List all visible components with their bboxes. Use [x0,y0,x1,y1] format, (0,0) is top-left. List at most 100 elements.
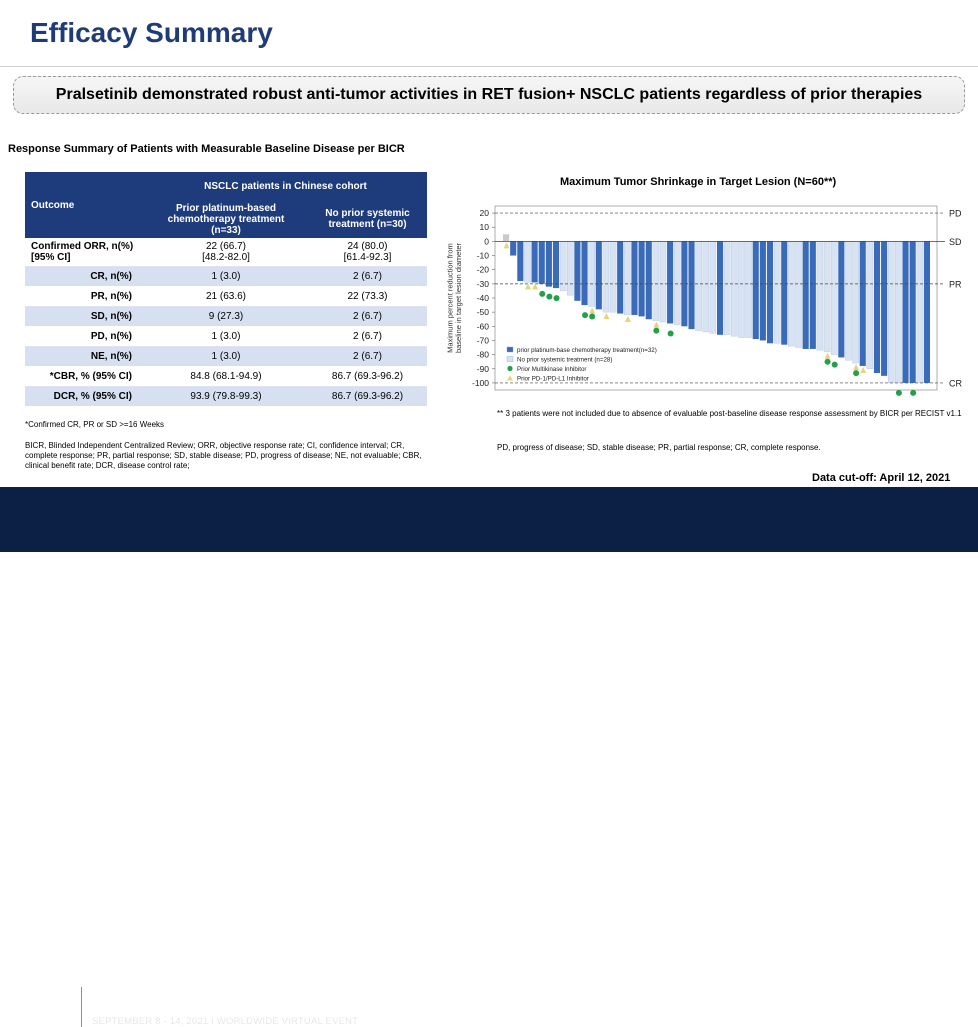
row-label: PD, n(%) [25,326,144,347]
cell-platinum: 1 (3.0) [144,266,308,287]
legend-swatch [507,375,513,381]
bar [845,241,852,361]
table-row: NE, n(%) 1 (3.0) 2 (6.7) [25,346,427,367]
reference-label-pd: PD [949,209,962,219]
waterfall-chart: Maximum percent reduction frombaseline i… [446,205,962,396]
y-tick-label: -90 [477,364,490,374]
key-message-banner: Pralsetinib demonstrated robust anti-tum… [13,76,965,114]
marker-pd1 [603,313,610,320]
y-tick-label: -30 [477,279,490,289]
bar [617,241,624,314]
bar [823,241,831,352]
marker-multikinase [895,389,902,396]
legend-swatch [506,346,514,353]
bar [552,241,560,289]
bar [838,241,845,358]
row-label: CR, n(%) [25,266,144,287]
cell-ci: [48.2-82.0] [202,252,250,263]
chart-abbreviations: PD, progress of disease; SD, stable dise… [497,443,821,452]
y-tick-label: 10 [480,222,490,232]
y-tick-label: -80 [477,350,490,360]
cell-noprior: 22 (73.3) [308,286,427,307]
bar [731,241,738,337]
marker-multikinase [910,389,917,396]
cell-platinum: 21 (63.6) [144,286,308,307]
row-label: PR, n(%) [25,286,144,307]
legend-swatch [506,356,514,362]
bar [881,241,888,376]
table-header-row-1: Outcome NSCLC patients in Chinese cohort [25,172,427,238]
bar [645,241,652,320]
chart-title: Maximum Tumor Shrinkage in Target Lesion… [560,176,837,188]
table-row: Confirmed ORR, n(%) [95% CI] 22 (66.7) [4… [25,238,427,267]
table-row: DCR, % (95% CI) 93.9 (79.8-99.3) 86.7 (6… [25,386,427,407]
bar [681,241,688,327]
cell-noprior: 86.7 (69.3-96.2) [308,366,427,387]
marker-multikinase [546,293,553,300]
row-label: Confirmed ORR, n(%) [95% CI] [25,238,144,267]
table-heading: Response Summary of Patients with Measur… [8,143,405,155]
marker-multikinase [539,290,546,297]
data-cutoff: Data cut-off: April 12, 2021 [812,472,951,484]
bar [524,241,531,283]
bar [602,241,610,313]
legend-swatch [507,365,513,372]
bar [631,241,638,315]
marker-multikinase [582,312,589,319]
marker-multikinase [831,361,838,368]
bar [517,241,524,282]
bar [723,241,731,335]
marker-pd1 [860,366,867,373]
marker-pd1 [624,315,631,322]
bar [788,241,795,347]
marker-pd1 [824,352,831,359]
bar [588,241,595,307]
cell-noprior: 86.7 (69.3-96.2) [308,386,427,407]
reference-label-pr: PR [949,279,962,289]
event-dates: SEPTEMBER 8 - 14, 2021 I WORLDWIDE VIRTU… [92,1016,359,1027]
cell-noprior: 2 (6.7) [308,306,427,327]
bar [545,241,552,287]
bar [909,241,916,383]
cell-noprior: 24 (80.0) [61.4-92.3] [308,238,427,267]
bar [702,241,710,333]
header-group: NSCLC patients in Chinese cohort [144,172,427,200]
y-tick-label: -70 [477,335,490,345]
bar [902,241,909,383]
cell-value: 22 (66.7) [205,241,247,252]
cell-platinum: 1 (3.0) [144,326,308,347]
cell-noprior: 2 (6.7) [308,266,427,287]
bar [709,241,717,334]
bar [895,241,902,384]
cell-ci: [61.4-92.3] [343,252,392,263]
bar [816,241,824,351]
bar [795,241,802,348]
chart-excluded-note: ** 3 patients were not included due to a… [497,409,962,418]
bar [759,241,766,341]
legend-label: Prior Multikinase Inhibitor [517,366,586,373]
bar [538,241,545,284]
bar [510,241,517,256]
reference-label-cr: CR [949,378,962,388]
y-tick-label: -10 [477,251,490,261]
bar [830,241,838,355]
y-tick-label: -60 [477,321,490,331]
bar [717,241,724,335]
legend-label: Prior PD-1/PD-L1 Inhibitor [517,376,589,383]
table-abbreviations: BICR, Blinded Independent Centralized Re… [25,441,422,470]
bar [531,241,538,283]
bar [916,241,924,384]
bar [888,241,895,384]
bar [659,241,667,323]
cell-platinum: 84.8 (68.1-94.9) [144,366,308,387]
bar [766,241,774,344]
marker-pd1 [532,283,539,290]
marker-multikinase [653,327,660,334]
y-axis-label: Maximum percent reduction frombaseline i… [446,242,463,353]
table-row: PD, n(%) 1 (3.0) 2 (6.7) [25,326,427,347]
footer-divider [81,987,82,1027]
bar [595,241,602,310]
legend-label: prior platinum-base chemotherapy treatme… [517,347,657,354]
marker-pd1 [653,321,660,328]
bar [695,241,702,331]
